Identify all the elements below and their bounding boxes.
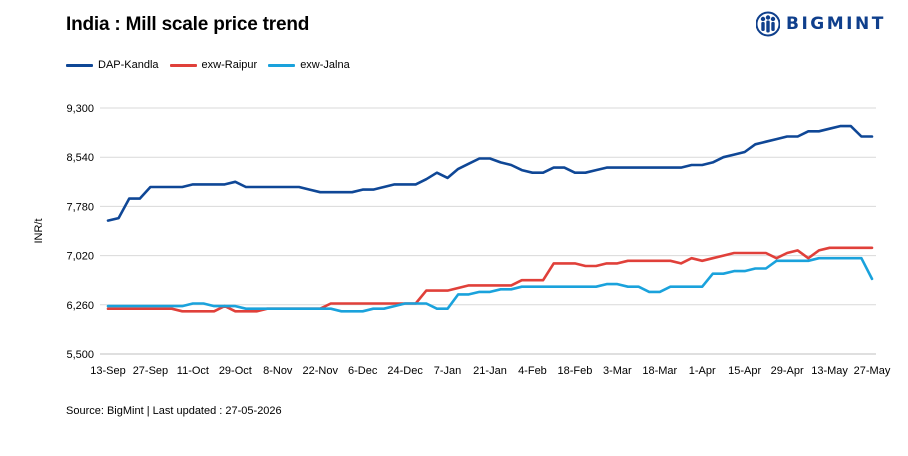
x-tick-label: 7-Jan <box>434 365 462 377</box>
bigmint-people-icon <box>756 11 780 37</box>
legend-item-exw-raipur: exw-Raipur <box>169 59 258 71</box>
source-note: Source: BigMint | Last updated : 27-05-2… <box>66 405 282 417</box>
legend-label: exw-Jalna <box>300 59 350 71</box>
x-tick-label: 13-May <box>811 365 848 377</box>
x-tick-label: 21-Jan <box>473 365 507 377</box>
x-tick-label: 22-Nov <box>302 365 338 377</box>
legend-item-dap-kandla: DAP-Kandla <box>66 59 159 71</box>
y-tick-label: 5,500 <box>66 349 94 361</box>
legend-swatch <box>169 63 197 67</box>
brand-logo: BIGMINT <box>756 11 886 37</box>
logo-text: BIGMINT <box>786 14 886 34</box>
page-title: India : Mill scale price trend <box>66 14 310 35</box>
x-tick-label: 29-Apr <box>771 365 804 377</box>
y-tick-label: 8,540 <box>66 152 94 164</box>
x-tick-label: 27-Sep <box>133 365 168 377</box>
y-tick-label: 6,260 <box>66 300 94 312</box>
legend-label: DAP-Kandla <box>98 59 159 71</box>
x-tick-label: 1-Apr <box>689 365 716 377</box>
chart-legend: DAP-Kandla exw-Raipur exw-Jalna <box>66 59 361 71</box>
series-line-exw-raipur <box>106 246 874 313</box>
x-tick-label: 11-Oct <box>177 365 209 377</box>
y-tick-label: 7,780 <box>66 201 94 213</box>
x-tick-label: 29-Oct <box>219 365 252 377</box>
x-tick-label: 3-Mar <box>603 365 632 377</box>
x-tick-label: 4-Feb <box>518 365 547 377</box>
legend-swatch <box>268 63 296 67</box>
y-tick-label: 7,020 <box>66 251 94 263</box>
x-tick-label: 15-Apr <box>728 365 761 377</box>
x-tick-label: 18-Feb <box>557 365 592 377</box>
legend-label: exw-Raipur <box>201 59 258 71</box>
x-tick-label: 18-Mar <box>642 365 677 377</box>
x-tick-label: 24-Dec <box>387 365 423 377</box>
y-tick-label: 9,300 <box>66 103 94 115</box>
x-tick-label: 27-May <box>854 365 891 377</box>
x-tick-label: 8-Nov <box>263 365 293 377</box>
series-line-exw-jalna <box>106 256 874 313</box>
y-axis-label: INR/t <box>33 218 45 243</box>
series-line-dap-kandla <box>106 124 874 222</box>
x-tick-label: 13-Sep <box>90 365 125 377</box>
x-tick-label: 6-Dec <box>348 365 378 377</box>
legend-swatch <box>66 63 93 67</box>
legend-item-exw-jalna: exw-Jalna <box>268 59 350 71</box>
